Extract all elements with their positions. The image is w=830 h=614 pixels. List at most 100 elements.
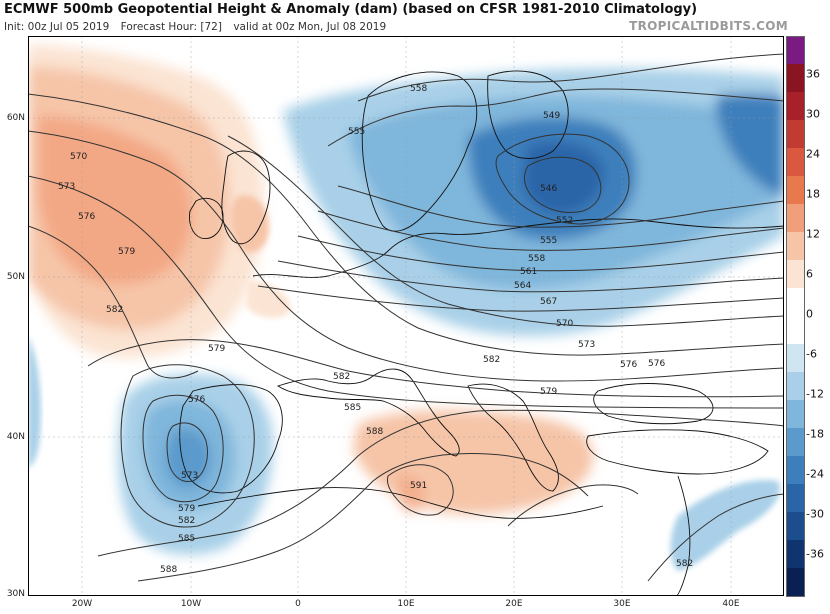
colorbar-swatch	[786, 372, 804, 401]
colorbar-swatch	[786, 64, 804, 93]
contour-label: 558	[410, 84, 427, 94]
coastline-ireland	[189, 197, 224, 239]
contour-line	[87, 339, 784, 398]
coastline-britain	[221, 150, 271, 245]
colorbar-label: -6	[806, 347, 817, 361]
contour-label: 576	[188, 395, 205, 405]
contour-label: 582	[333, 372, 350, 382]
colorbar-label: 0	[806, 307, 813, 321]
colorbar-label: 6	[806, 267, 813, 281]
contour-label: 585	[178, 534, 195, 544]
lon-label: 0	[295, 599, 301, 609]
contour-line	[387, 464, 454, 516]
contour-label: 588	[366, 427, 383, 437]
longitude-axis: 20W 10W 0 10E 20E 30E 40E	[28, 596, 784, 614]
contour-line	[337, 185, 784, 228]
warm-anomaly-atlantic	[28, 44, 264, 358]
contour-line	[317, 210, 784, 251]
colorbar-swatch	[786, 120, 804, 149]
colorbar-swatch	[786, 344, 804, 373]
coastline-north-africa	[197, 487, 604, 519]
colorbar-swatch	[786, 288, 804, 317]
contour-line	[120, 364, 255, 528]
colorbar-swatch	[786, 568, 804, 597]
lon-label: 20W	[71, 599, 93, 609]
contour-line	[28, 175, 784, 409]
contour-label: 549	[543, 111, 560, 121]
colorbar-swatch	[786, 456, 804, 485]
valid-time: valid at 00z Mon, Jul 08 2019	[233, 21, 387, 33]
colorbar-swatch	[786, 428, 804, 457]
contour-line	[507, 484, 639, 527]
colorbar-label: -12	[806, 387, 824, 401]
colorbar-legend: 36 30 24 18 12 6 0 -6 -12 -18 -24 -30 -36	[786, 36, 830, 597]
brand-watermark: TROPICALTIDBITS.COM	[629, 19, 788, 33]
coastline-balkans-greece	[467, 383, 559, 492]
contour-label: 552	[556, 216, 573, 226]
contour-line	[137, 453, 589, 582]
forecast-hour: Forecast Hour: [72]	[120, 21, 222, 33]
lat-label: 30N	[6, 589, 25, 599]
coastlines	[179, 70, 784, 596]
lon-label: 40E	[722, 599, 740, 609]
contour-label: 576	[648, 359, 665, 369]
contour-label: 579	[178, 504, 195, 514]
warm-anomaly-france	[230, 195, 291, 318]
coastline-black-sea	[593, 383, 714, 425]
contour-label: 582	[106, 305, 123, 315]
contour-line	[28, 225, 199, 379]
contour-label: 573	[58, 182, 75, 192]
coastline-iberia	[179, 384, 283, 494]
contour-label: 573	[181, 471, 198, 481]
warm-anomaly-mediterranean	[353, 410, 594, 515]
coastline-turkey	[586, 429, 769, 475]
colorbar-swatch	[786, 400, 804, 429]
contour-line	[257, 285, 784, 312]
cold-anomaly-iberia	[118, 374, 273, 555]
coastline-mainland	[252, 218, 784, 278]
colorbar-swatch	[786, 484, 804, 513]
chart-subtitle: Init: 00z Jul 05 2019 Forecast Hour: [72…	[4, 21, 394, 33]
contour-line	[277, 260, 784, 293]
contour-label: 588	[160, 565, 177, 575]
contour-label: 555	[348, 127, 365, 137]
contour-line	[524, 156, 602, 213]
contour-line	[28, 93, 784, 356]
cold-anomaly-west-edge	[28, 336, 41, 468]
contour-label: 576	[78, 212, 95, 222]
map-svg: 558 555 549 546 552 555 558 561 564 567 …	[28, 36, 784, 596]
colorbar-label: -36	[806, 547, 824, 561]
colorbar-label: 12	[806, 227, 820, 241]
graticule	[28, 36, 784, 596]
chart-header: ECMWF 500mb Geopotential Height & Anomal…	[0, 0, 830, 36]
colorbar-label: 30	[806, 107, 820, 121]
contour-label: 579	[540, 387, 557, 397]
colorbar-swatch	[786, 92, 804, 121]
coastline-finland	[487, 70, 569, 159]
colorbar-swatch	[786, 204, 804, 233]
map-frame	[28, 36, 784, 596]
latitude-axis: 60N 50N 40N 30N	[0, 36, 28, 599]
contour-label: 576	[620, 360, 637, 370]
colorbar-label: 18	[806, 187, 820, 201]
colorbar-label: -18	[806, 427, 824, 441]
contour-line	[357, 53, 784, 102]
contour-label: 582	[483, 355, 500, 365]
coastline-france-italy	[276, 368, 460, 457]
contour-labels: 558 555 549 546 552 555 558 561 564 567 …	[58, 84, 693, 575]
colorbar-label: -30	[806, 507, 824, 521]
contour-label: 561	[520, 267, 537, 277]
map-panel: 558 555 549 546 552 555 558 561 564 567 …	[28, 36, 784, 596]
colorbar-swatch	[786, 260, 804, 289]
contour-line	[142, 394, 224, 503]
lat-label: 40N	[6, 432, 25, 442]
contour-label: 579	[118, 247, 135, 257]
contour-line	[647, 493, 784, 582]
chart-title: ECMWF 500mb Geopotential Height & Anomal…	[4, 2, 698, 17]
contour-line	[495, 133, 630, 225]
colorbar-swatch	[786, 512, 804, 541]
contour-label: 555	[540, 236, 557, 246]
lon-label: 10W	[180, 599, 202, 609]
lat-label: 50N	[6, 272, 25, 282]
colorbar-swatch	[786, 540, 804, 569]
